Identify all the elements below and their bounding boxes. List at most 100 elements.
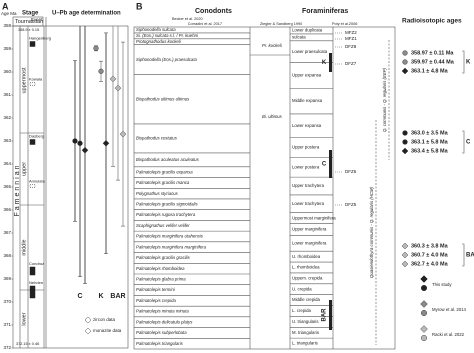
zone-label: Lower expansa xyxy=(292,123,322,128)
zone-label: U. rhomboidea xyxy=(292,254,321,259)
header: Radioisotopic ages xyxy=(402,18,462,25)
zone-label: Palmatolepis subperlobata xyxy=(136,330,187,335)
zone-label: Siphonodella sulcata xyxy=(136,27,176,32)
column-label: K xyxy=(98,293,103,300)
event-label: Annulata xyxy=(29,179,46,184)
age-label: 359.97 ± 0.44 Ma xyxy=(411,59,455,65)
panel-label: B xyxy=(136,1,143,11)
circle-marker xyxy=(77,140,83,146)
diamond-marker xyxy=(401,147,409,155)
range-label: C xyxy=(322,162,327,168)
diamond-marker xyxy=(119,130,127,138)
y-tick-label: 360 xyxy=(3,69,11,74)
zone-label: Bispathodus costatus xyxy=(136,136,178,141)
header: Foraminiferas xyxy=(302,8,348,15)
zone-label: Polygnathus styriacus xyxy=(136,191,179,196)
circle-marker xyxy=(421,285,428,292)
circle-marker xyxy=(93,45,99,51)
y-tick-label: 364 xyxy=(3,161,11,166)
zone-label: Palmatolepis gracilis manca xyxy=(136,180,190,185)
zone-label: L. triangularis xyxy=(292,341,318,346)
y-tick-label: 369 xyxy=(3,276,11,281)
range-bar xyxy=(329,53,332,72)
age-label: 360.3 ± 3.8 Ma xyxy=(411,243,449,249)
zone-label: Upper postera xyxy=(292,145,320,150)
event-bar xyxy=(29,41,36,47)
circle-marker xyxy=(402,50,408,56)
stage-label: Tournaisian xyxy=(15,19,43,25)
range-bar xyxy=(329,300,332,330)
y-tick-label: 359 xyxy=(3,46,11,51)
zone-label: Uppermost marginifera xyxy=(292,215,336,220)
circle-marker xyxy=(98,68,104,74)
foram-zone: MFZ2 xyxy=(345,30,357,35)
y-tick-label: 362 xyxy=(3,115,11,120)
zone-label: Palmatolepis triangularis xyxy=(136,341,184,346)
bracket xyxy=(462,130,465,154)
zone-label: Bi. ultimus xyxy=(262,114,283,119)
legend-label: monazite data xyxy=(93,328,122,333)
error-bars xyxy=(72,26,127,284)
y-tick-label: 365 xyxy=(3,184,11,189)
diamond-marker xyxy=(84,327,92,335)
foram-zone: DFZ6 xyxy=(345,169,357,174)
zone-label: Lower marginifera xyxy=(292,240,327,245)
event-label: Kowala xyxy=(29,77,43,82)
zone-label: M. triangularis xyxy=(292,330,319,335)
diamond-marker xyxy=(401,242,409,250)
diamond-marker xyxy=(401,260,409,268)
range-label: K xyxy=(322,60,327,66)
event-label: Hangenberg xyxy=(29,36,51,41)
diamond-marker xyxy=(81,146,89,154)
event-bar xyxy=(29,82,36,86)
zone-label: Middle crepida xyxy=(292,297,321,302)
range-label: BAR xyxy=(322,308,328,322)
zone-label: Lower postera xyxy=(292,164,320,169)
y-tick-label: 368 xyxy=(3,253,11,258)
event-label: Dasberg xyxy=(29,134,44,139)
zone-label: L. rhomboidea xyxy=(292,265,320,270)
zone-label: Upper trachytera xyxy=(292,183,325,188)
diamond-marker xyxy=(401,251,409,259)
diamond-marker xyxy=(114,84,122,92)
age-label: 363.4 ± 5.8 Ma xyxy=(411,148,449,154)
y-tick-label: 371 xyxy=(3,322,11,327)
zone-label: Palmatolepis marginifera utahensis xyxy=(136,234,204,239)
source-label: Poty et al.2006 xyxy=(332,22,357,26)
header: Stage xyxy=(22,11,39,17)
age-label: 358.97 ± 0.11 Ma xyxy=(411,50,454,56)
diamond-marker xyxy=(401,67,409,75)
header: Event xyxy=(31,17,43,22)
zone-label: Palmatolepis gracilis expansa xyxy=(136,169,193,174)
y-tick-label: 372 xyxy=(3,345,11,350)
group-label: C xyxy=(466,140,471,146)
axis-title: Age Ma xyxy=(1,11,17,16)
event-label: Condroz xyxy=(29,261,44,266)
age-label: 362.7 ± 4.0 Ma xyxy=(411,261,449,267)
zone-label: Palmatolepis glabra prima xyxy=(136,276,186,281)
foram-range-label: Q. communis - Q. regularis (EEP) xyxy=(382,67,387,132)
zone-label: Palmatolepis rhomboidea xyxy=(136,266,185,271)
event-bar xyxy=(29,184,36,188)
circle-marker xyxy=(421,335,428,342)
zone-label: Palmatolepis crepida xyxy=(136,298,176,303)
substage-label: lower xyxy=(21,312,27,325)
age-label: 363.0 ± 3.5 Ma xyxy=(411,130,449,136)
legend-label: Myrow et al. 2014 xyxy=(432,307,467,312)
zone-label: Upper marginifera xyxy=(292,227,327,232)
zone-label: Palmatolepis minuta minuta xyxy=(136,309,189,314)
zone-label: U. crepida xyxy=(292,286,312,291)
group-label: K xyxy=(466,60,471,66)
foram-zone: MFZ1 xyxy=(345,36,357,41)
y-tick-label: 370 xyxy=(3,299,11,304)
circle-marker xyxy=(85,317,91,323)
age-label: 363.1 ± 5.8 Ma xyxy=(411,139,449,145)
diamond-marker xyxy=(109,75,117,83)
y-tick-label: 361 xyxy=(3,92,11,97)
circle-marker xyxy=(402,130,408,136)
event-bar xyxy=(29,266,36,276)
range-bar xyxy=(329,150,332,178)
column-label: C xyxy=(77,293,82,300)
zone-label: Palmatolepis termini xyxy=(136,287,176,292)
